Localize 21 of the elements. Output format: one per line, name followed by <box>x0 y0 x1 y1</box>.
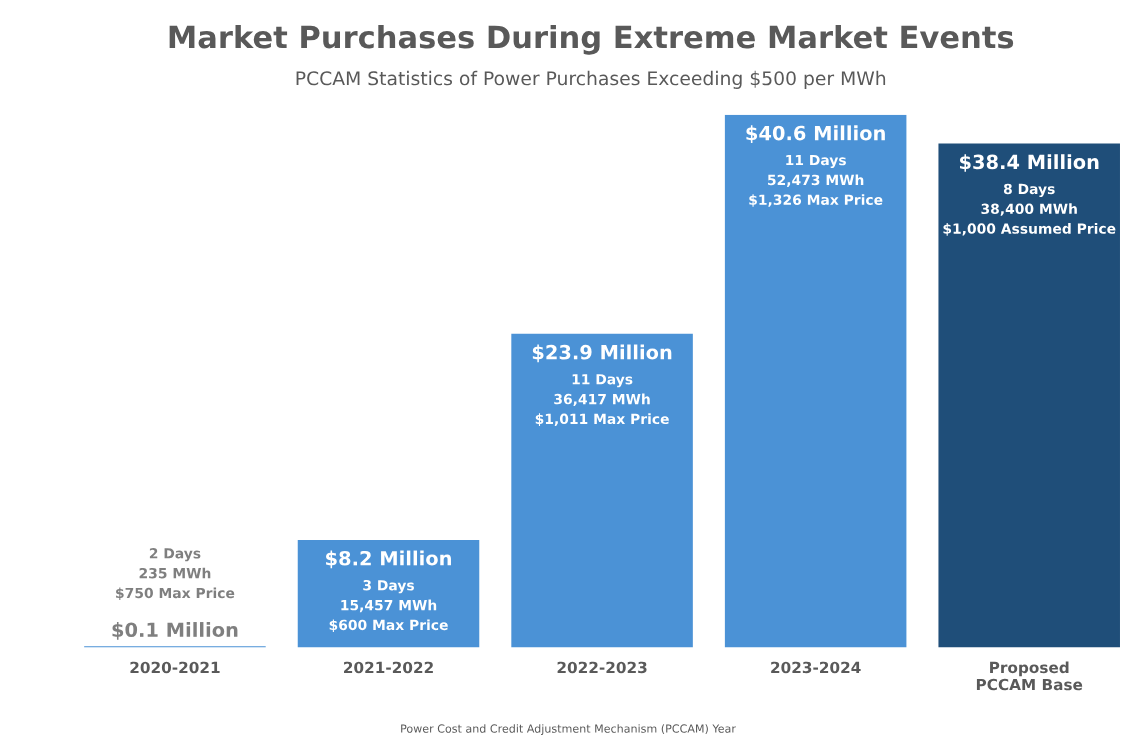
x-tick-label: 2022-2023 <box>557 661 647 674</box>
x-tick-label: 2020-2021 <box>130 661 220 674</box>
annotation: 11 Days 52,473 MWh $1,326 Max Price <box>749 154 883 207</box>
data-label: $8.2 Million <box>326 550 451 569</box>
x-tick-label: 2023-2024 <box>771 661 861 674</box>
data-label: $0.1 Million <box>112 622 238 640</box>
data-label: $40.6 Million <box>746 125 885 143</box>
data-label: $38.4 Million <box>959 154 1099 172</box>
x-tick-label: Proposed PCCAM Base <box>976 661 1083 691</box>
annotation: 2 Days 235 MWh $750 Max Price <box>116 548 235 601</box>
annotation: 11 Days 36,417 MWh $1,011 Max Price <box>535 374 669 426</box>
chart-title: Market Purchases During Extreme Market Events <box>169 24 1014 55</box>
annotation: 3 Days 15,457 MWh $600 Max Price <box>329 579 448 632</box>
annotation: 8 Days 38,400 MWh $1,000 Assumed Price <box>943 183 1116 236</box>
data-label: $23.9 Million <box>532 344 672 363</box>
bar <box>511 333 693 648</box>
bar <box>938 143 1120 648</box>
bar <box>724 114 907 648</box>
x-tick-label: 2021-2022 <box>344 661 433 674</box>
x-axis-title: Power Cost and Credit Adjustment Mechanism (PCCAM) Year <box>401 724 736 735</box>
chart-subtitle: PCCAM Statistics of Power Purchases Exceeding $500 per MWh <box>296 70 886 89</box>
